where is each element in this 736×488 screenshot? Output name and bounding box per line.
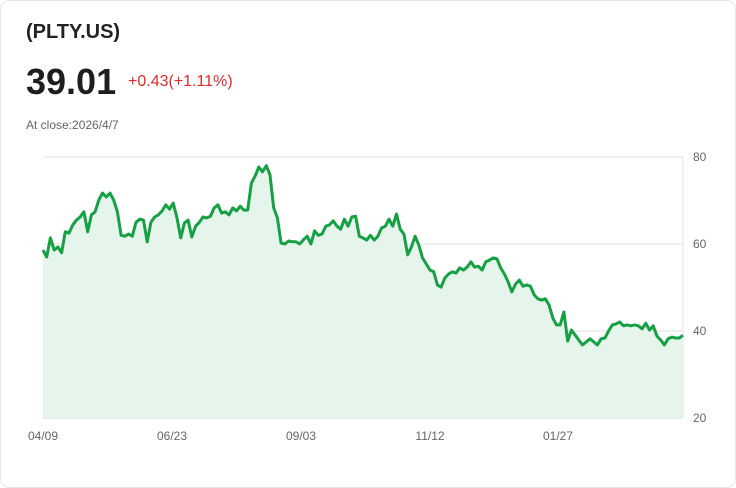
y-tick-label: 40 [693,324,707,338]
last-price: 39.01 [26,61,117,102]
x-tick-label: 04/09 [28,429,58,443]
y-tick-label: 80 [693,150,707,164]
price-change: +0.43(+1.11%) [128,73,233,90]
symbol-title: (PLTY.US) [26,21,121,43]
price-line [41,164,684,347]
y-tick-label: 60 [693,237,707,251]
x-tick-label: 11/12 [415,429,444,443]
x-tick-label: 06/23 [157,429,187,443]
x-tick-label: 09/03 [286,429,316,443]
close-date: At close:2026/4/7 [26,118,119,132]
y-tick-label: 20 [693,411,707,425]
price-area [43,165,683,418]
x-tick-label: 01/27 [543,429,573,443]
